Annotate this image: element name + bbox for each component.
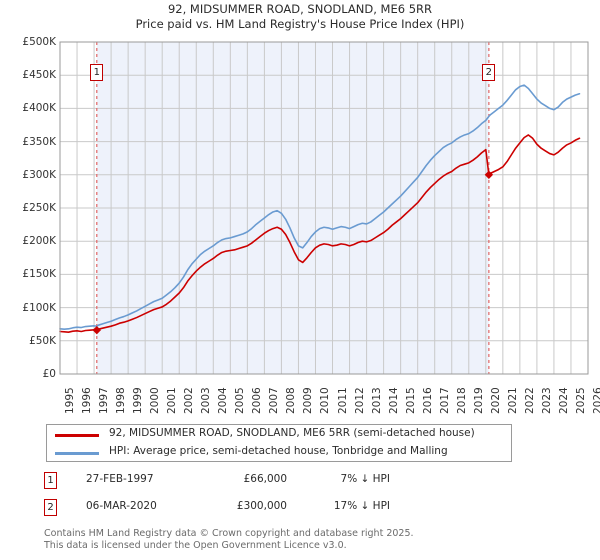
- legend-label-hpi: HPI: Average price, semi-detached house,…: [109, 445, 448, 457]
- y-axis-tick-label: £0: [42, 368, 56, 380]
- transaction-hpi-delta: 17% ↓ HPI: [333, 500, 390, 512]
- table-row[interactable]: 2 06-MAR-2020 £300,000 17% ↓ HPI: [44, 497, 464, 524]
- x-axis-tick-label: 2018: [455, 387, 468, 414]
- legend-item-hpi: HPI: Average price, semi-detached house,…: [47, 444, 511, 461]
- x-axis-tick-label: 2024: [557, 387, 570, 414]
- x-axis-tick-label: 2015: [404, 387, 417, 414]
- y-axis-tick-label: £250K: [22, 202, 56, 214]
- x-axis-tick-label: 2012: [353, 387, 366, 414]
- x-axis-tick-label: 2009: [302, 387, 315, 414]
- x-axis-tick-label: 2025: [574, 387, 587, 414]
- x-axis-tick-label: 2019: [472, 387, 485, 414]
- attribution-footer: Contains HM Land Registry data © Crown c…: [44, 528, 564, 551]
- x-axis-tick-label: 2011: [336, 387, 349, 414]
- title-address: 92, MIDSUMMER ROAD, SNODLAND, ME6 5RR: [167, 2, 433, 16]
- y-axis-tick-label: £50K: [29, 334, 56, 347]
- x-axis-tick-label: 2010: [319, 387, 332, 414]
- x-axis-tick-label: 1996: [81, 387, 94, 414]
- chart-plot-area: [59, 41, 589, 375]
- legend-label-price-paid: 92, MIDSUMMER ROAD, SNODLAND, ME6 5RR (s…: [109, 427, 475, 439]
- x-axis-tick-label: 2002: [183, 387, 196, 414]
- x-axis-tick-label: 2001: [166, 387, 179, 414]
- x-axis-tick-label: 1997: [98, 387, 111, 414]
- legend-swatch-price-paid: [55, 434, 99, 437]
- footer-licence: This data is licensed under the Open Gov…: [44, 539, 347, 551]
- transaction-list: 1 27-FEB-1997 £66,000 7% ↓ HPI 2 06-MAR-…: [44, 470, 464, 524]
- transaction-hpi-delta: 7% ↓ HPI: [340, 473, 390, 485]
- x-axis-tick-label: 1999: [132, 387, 145, 414]
- chart-legend: 92, MIDSUMMER ROAD, SNODLAND, ME6 5RR (s…: [46, 424, 512, 462]
- page-title: 92, MIDSUMMER ROAD, SNODLAND, ME6 5RR Pr…: [0, 2, 600, 32]
- y-axis-tick-label: £100K: [22, 301, 56, 314]
- transaction-date: 27-FEB-1997: [86, 473, 154, 485]
- x-axis-tick-label: 2020: [489, 387, 502, 414]
- x-axis-tick-label: 1998: [115, 387, 128, 414]
- x-axis-tick-label: 2013: [370, 387, 383, 414]
- y-axis-tick-label: £400K: [22, 102, 56, 115]
- x-axis-tick-label: 2000: [149, 387, 162, 414]
- y-axis-labels: £0 £50K £100K £150K £200K £250K £300K £350K £400…: [0, 36, 56, 380]
- price-chart: £0 £50K £100K £150K £200K £250K £300K £350K £400…: [0, 36, 600, 414]
- x-axis-tick-label: 2016: [421, 387, 434, 414]
- legend-item-price-paid: 92, MIDSUMMER ROAD, SNODLAND, ME6 5RR (s…: [47, 426, 511, 443]
- x-axis-tick-label: 2022: [523, 387, 536, 414]
- transaction-price: £66,000: [243, 473, 287, 485]
- x-axis-tick-label: 2017: [438, 387, 451, 414]
- title-subtitle: Price paid vs. HM Land Registry's House …: [135, 17, 465, 31]
- chart-marker-2[interactable]: 2: [482, 64, 496, 81]
- x-axis-tick-label: 2021: [506, 387, 519, 414]
- transaction-marker-1: 1: [44, 472, 57, 489]
- x-axis-tick-label: 2004: [217, 387, 230, 414]
- x-axis-tick-label: 1995: [64, 387, 76, 414]
- chart-marker-1[interactable]: 1: [90, 64, 104, 81]
- y-axis-tick-label: £350K: [22, 135, 56, 148]
- x-axis-tick-label: 2005: [234, 387, 247, 414]
- x-axis-tick-label: 2023: [540, 387, 553, 414]
- x-axis-tick-label: 2008: [285, 387, 298, 414]
- x-axis-tick-label: 2003: [200, 387, 213, 414]
- y-axis-tick-label: £500K: [22, 36, 56, 48]
- y-axis-tick-label: £300K: [22, 168, 56, 181]
- x-axis-tick-label: 2026: [592, 387, 600, 414]
- legend-swatch-hpi: [55, 452, 99, 455]
- y-axis-tick-label: £200K: [22, 235, 56, 248]
- x-axis-tick-label: 2007: [268, 387, 281, 414]
- table-row[interactable]: 1 27-FEB-1997 £66,000 7% ↓ HPI: [44, 470, 464, 497]
- y-axis-tick-label: £150K: [22, 268, 56, 281]
- transaction-price: £300,000: [236, 500, 287, 512]
- transaction-marker-2: 2: [44, 499, 57, 516]
- footer-copyright: Contains HM Land Registry data © Crown c…: [44, 528, 414, 539]
- transaction-date: 06-MAR-2020: [86, 500, 157, 512]
- x-axis-tick-label: 2014: [387, 387, 400, 414]
- y-axis-tick-label: £450K: [22, 69, 56, 82]
- x-axis-tick-label: 2006: [251, 387, 264, 414]
